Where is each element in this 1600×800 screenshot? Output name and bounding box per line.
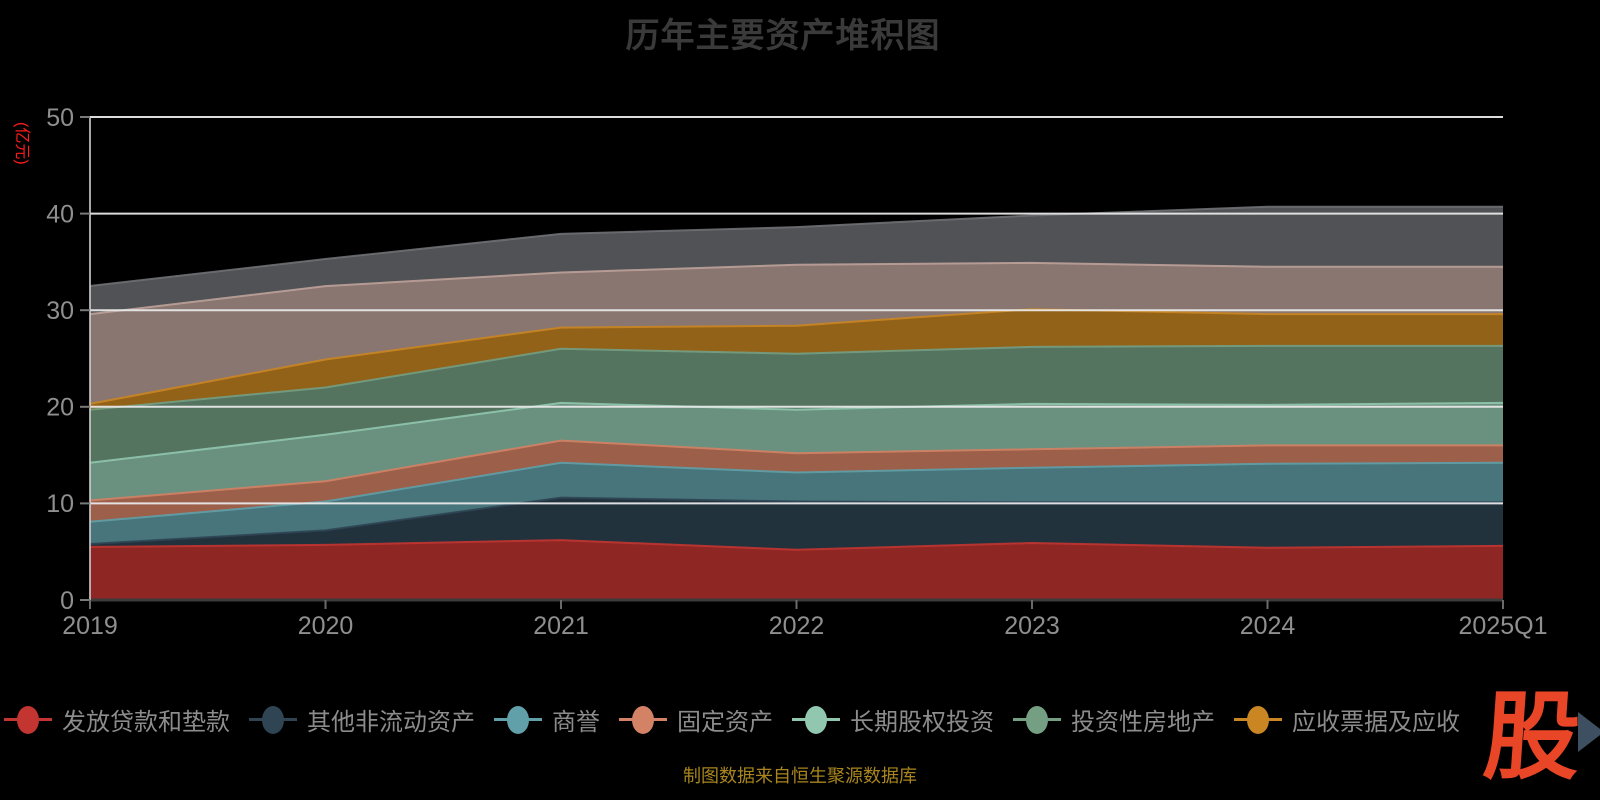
legend-item-5[interactable]: 投资性房地产 <box>1013 702 1215 737</box>
brand-logo-character: 股 <box>1480 684 1584 791</box>
area-top-line-series-8 <box>89 205 1503 287</box>
y-tick-label: 20 <box>46 394 74 422</box>
x-tick-label: 2020 <box>298 612 354 640</box>
x-tick-label: 2019 <box>62 612 118 640</box>
legend-label: 应收票据及应收 <box>1292 709 1460 736</box>
y-tick-label: 40 <box>46 200 74 228</box>
legend-line-dot-icon <box>792 705 840 734</box>
area-top-line-series-5 <box>89 344 1503 411</box>
legend-item-2[interactable]: 商誉 <box>494 702 600 737</box>
x-tick-label: 2024 <box>1240 612 1296 640</box>
area-top-line-series-6 <box>89 308 1503 405</box>
area-series-5[interactable] <box>90 345 1503 463</box>
legend-line-dot-icon <box>619 705 667 734</box>
legend: 发放贷款和垫款 其他非流动资产 商誉 固定资产 长期股权投资 投资性房地产 应收票据及应收 <box>4 702 1479 737</box>
area-series-3[interactable] <box>90 440 1503 522</box>
legend-line-dot-icon <box>1013 705 1061 734</box>
legend-label: 商誉 <box>552 709 600 736</box>
legend-item-4[interactable]: 长期股权投资 <box>792 702 994 737</box>
brand-logo-arrow-icon <box>1578 712 1600 752</box>
chart-title: 历年主要资产堆积图 <box>625 17 941 55</box>
area-series-0[interactable] <box>90 540 1503 600</box>
y-tick-label: 0 <box>60 587 74 615</box>
x-tick-label: 2025Q1 <box>1459 612 1548 640</box>
legend-item-1[interactable]: 其他非流动资产 <box>249 702 475 737</box>
legend-label: 长期股权投资 <box>850 709 994 736</box>
legend-line-dot-icon <box>249 705 297 734</box>
legend-item-3[interactable]: 固定资产 <box>619 702 773 737</box>
area-series-6[interactable] <box>90 309 1503 410</box>
brand-logo: 股 <box>1480 684 1600 791</box>
legend-label: 发放贷款和垫款 <box>62 709 230 736</box>
legend-line-dot-icon <box>494 705 542 734</box>
area-series-7[interactable] <box>90 262 1503 404</box>
legend-label: 投资性房地产 <box>1071 709 1215 736</box>
x-tick-label: 2023 <box>1004 612 1060 640</box>
area-series-1[interactable] <box>90 497 1503 550</box>
y-tick-label: 50 <box>46 104 74 132</box>
area-series-4[interactable] <box>90 402 1503 501</box>
legend-label: 其他非流动资产 <box>307 709 475 736</box>
area-top-line-series-2 <box>89 461 1504 523</box>
x-tick-label: 2021 <box>533 612 589 640</box>
x-tick-label: 2022 <box>769 612 825 640</box>
y-tick-label: 10 <box>46 490 74 518</box>
legend-item-6[interactable]: 应收票据及应收 <box>1234 702 1460 737</box>
area-top-line-series-7 <box>89 261 1503 316</box>
legend-label: 固定资产 <box>677 709 773 736</box>
area-top-line-series-0 <box>89 539 1504 551</box>
legend-line-dot-icon <box>1234 705 1282 734</box>
legend-line-dot-icon <box>4 705 52 734</box>
area-series-8[interactable] <box>90 206 1503 315</box>
y-tick-label: 30 <box>46 297 74 325</box>
data-source-note: 制图数据来自恒生聚源数据库 <box>683 766 917 786</box>
area-top-line-series-4 <box>89 401 1504 464</box>
legend-item-0[interactable]: 发放贷款和垫款 <box>4 702 230 737</box>
area-top-line-series-3 <box>89 439 1503 502</box>
